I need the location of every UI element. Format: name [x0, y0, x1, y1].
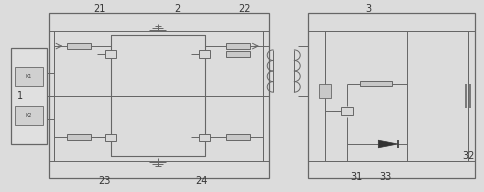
Bar: [67, 43, 91, 49]
Bar: [15, 67, 43, 86]
Bar: [225, 134, 249, 140]
Text: 33: 33: [378, 172, 391, 182]
Bar: [15, 106, 43, 125]
Bar: [359, 81, 391, 86]
Text: 24: 24: [195, 176, 207, 186]
Bar: [307, 13, 474, 178]
Bar: [199, 133, 210, 141]
Bar: [105, 133, 116, 141]
Bar: [199, 50, 210, 58]
Bar: [340, 107, 352, 115]
Text: 2: 2: [174, 4, 180, 14]
Bar: [11, 48, 47, 144]
Bar: [225, 43, 249, 49]
Bar: [318, 84, 330, 98]
Bar: [105, 50, 116, 58]
Text: 23: 23: [98, 176, 110, 186]
Text: 22: 22: [238, 4, 251, 14]
Bar: [110, 35, 204, 156]
Bar: [225, 51, 249, 57]
Text: 3: 3: [365, 4, 371, 14]
Text: 31: 31: [349, 172, 362, 182]
Bar: [48, 13, 269, 178]
Text: 32: 32: [461, 151, 473, 161]
Bar: [67, 134, 91, 140]
Text: K2: K2: [25, 113, 32, 118]
Text: 1: 1: [17, 91, 23, 101]
Text: K1: K1: [25, 74, 32, 79]
Text: 21: 21: [93, 4, 106, 14]
Polygon shape: [378, 140, 397, 148]
